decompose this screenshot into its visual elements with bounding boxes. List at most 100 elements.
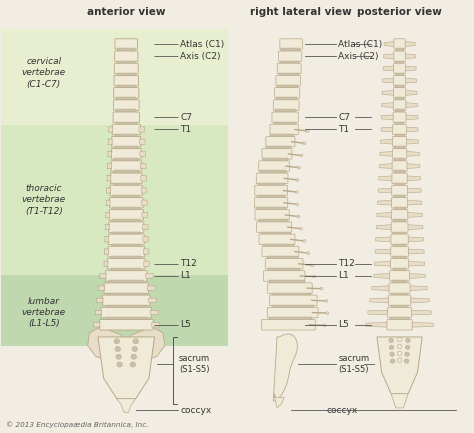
Circle shape	[300, 154, 303, 157]
FancyBboxPatch shape	[265, 259, 303, 269]
Bar	[1, 125, 228, 275]
FancyBboxPatch shape	[393, 244, 406, 247]
FancyBboxPatch shape	[106, 317, 147, 320]
FancyBboxPatch shape	[146, 274, 154, 278]
Polygon shape	[406, 176, 420, 181]
FancyBboxPatch shape	[116, 122, 137, 125]
FancyBboxPatch shape	[143, 249, 149, 254]
FancyBboxPatch shape	[95, 310, 102, 315]
FancyBboxPatch shape	[147, 286, 155, 291]
FancyBboxPatch shape	[394, 51, 405, 61]
Polygon shape	[379, 164, 393, 168]
Circle shape	[296, 178, 299, 181]
FancyBboxPatch shape	[391, 259, 409, 269]
Circle shape	[116, 354, 121, 359]
Circle shape	[405, 345, 410, 349]
Polygon shape	[379, 176, 393, 181]
FancyBboxPatch shape	[115, 146, 138, 149]
FancyBboxPatch shape	[391, 246, 409, 257]
Circle shape	[405, 352, 410, 356]
Text: T1: T1	[338, 125, 349, 134]
FancyBboxPatch shape	[269, 280, 305, 284]
Polygon shape	[408, 249, 424, 254]
FancyBboxPatch shape	[108, 151, 112, 156]
FancyBboxPatch shape	[270, 134, 294, 137]
FancyBboxPatch shape	[111, 256, 141, 259]
FancyBboxPatch shape	[395, 73, 404, 76]
FancyBboxPatch shape	[113, 207, 140, 210]
Text: Atlas (C1): Atlas (C1)	[338, 39, 383, 48]
FancyBboxPatch shape	[114, 75, 138, 86]
FancyBboxPatch shape	[257, 195, 285, 198]
Polygon shape	[376, 237, 392, 242]
FancyBboxPatch shape	[143, 237, 148, 242]
Polygon shape	[409, 286, 427, 291]
FancyBboxPatch shape	[117, 73, 136, 76]
Polygon shape	[410, 298, 429, 303]
FancyBboxPatch shape	[266, 146, 291, 149]
FancyBboxPatch shape	[393, 219, 406, 223]
Circle shape	[389, 338, 393, 343]
Text: sacrum
(S1-S5): sacrum (S1-S5)	[338, 354, 369, 374]
FancyBboxPatch shape	[392, 124, 406, 135]
Polygon shape	[406, 152, 419, 156]
Circle shape	[131, 354, 137, 359]
FancyBboxPatch shape	[259, 161, 290, 171]
FancyBboxPatch shape	[139, 127, 145, 132]
Circle shape	[390, 359, 395, 363]
FancyBboxPatch shape	[393, 256, 406, 259]
Text: cervical
vertebrae
(C1-C7): cervical vertebrae (C1-C7)	[22, 57, 66, 89]
Text: C7: C7	[181, 113, 192, 122]
Text: Axis (C2): Axis (C2)	[181, 52, 221, 61]
Polygon shape	[404, 66, 416, 71]
FancyBboxPatch shape	[259, 234, 295, 245]
FancyBboxPatch shape	[113, 100, 139, 110]
Polygon shape	[407, 225, 423, 229]
FancyBboxPatch shape	[393, 268, 406, 271]
FancyBboxPatch shape	[106, 188, 111, 193]
FancyBboxPatch shape	[112, 136, 141, 147]
FancyBboxPatch shape	[117, 97, 136, 101]
FancyBboxPatch shape	[111, 161, 142, 171]
FancyBboxPatch shape	[392, 161, 407, 171]
Circle shape	[397, 351, 402, 355]
Circle shape	[307, 252, 310, 255]
Polygon shape	[405, 90, 417, 95]
FancyBboxPatch shape	[395, 85, 404, 88]
FancyBboxPatch shape	[276, 75, 301, 86]
FancyBboxPatch shape	[275, 110, 296, 113]
FancyBboxPatch shape	[394, 171, 405, 174]
FancyBboxPatch shape	[114, 87, 139, 98]
Polygon shape	[408, 262, 425, 266]
Polygon shape	[381, 139, 393, 144]
FancyBboxPatch shape	[112, 219, 140, 223]
Text: L1: L1	[338, 271, 349, 281]
FancyBboxPatch shape	[389, 283, 410, 294]
FancyBboxPatch shape	[100, 274, 107, 278]
FancyBboxPatch shape	[106, 271, 147, 281]
FancyBboxPatch shape	[100, 320, 153, 330]
Circle shape	[313, 275, 316, 278]
FancyBboxPatch shape	[104, 249, 109, 254]
FancyBboxPatch shape	[112, 124, 140, 135]
Text: © 2013 Encyclopaædia Britannica, Inc.: © 2013 Encyclopaædia Britannica, Inc.	[6, 421, 149, 428]
Polygon shape	[381, 115, 394, 120]
Polygon shape	[383, 66, 395, 71]
FancyBboxPatch shape	[256, 173, 288, 184]
FancyBboxPatch shape	[282, 48, 300, 52]
Polygon shape	[405, 103, 418, 107]
FancyBboxPatch shape	[110, 185, 143, 196]
FancyBboxPatch shape	[276, 97, 297, 101]
Circle shape	[303, 239, 306, 242]
FancyBboxPatch shape	[392, 149, 407, 159]
Circle shape	[397, 337, 402, 342]
FancyBboxPatch shape	[115, 134, 137, 137]
Circle shape	[296, 203, 299, 206]
Circle shape	[115, 346, 120, 352]
FancyBboxPatch shape	[142, 212, 147, 217]
Polygon shape	[384, 42, 395, 46]
Polygon shape	[405, 115, 418, 120]
Polygon shape	[374, 262, 392, 266]
FancyBboxPatch shape	[395, 110, 404, 113]
FancyBboxPatch shape	[150, 310, 158, 315]
